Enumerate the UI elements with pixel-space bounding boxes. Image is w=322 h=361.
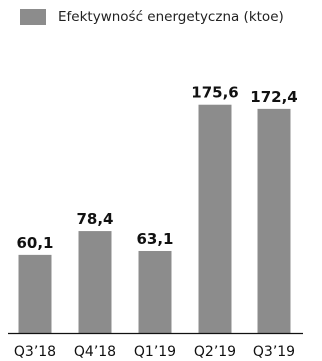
bar-2	[138, 250, 172, 333]
value-label-4: 172,4	[250, 88, 297, 106]
legend: Efektywność energetyczna (ktoe)	[20, 9, 284, 25]
legend-swatch	[20, 9, 46, 25]
value-label-1: 78,4	[76, 210, 113, 228]
x-tick-label-3: Q2’19	[194, 344, 236, 360]
legend-label: Efektywność energetyczna (ktoe)	[58, 9, 284, 25]
value-label-3: 175,6	[191, 84, 238, 102]
bar-0	[18, 254, 52, 333]
bar-4	[257, 108, 291, 333]
x-tick-label-0: Q3’18	[14, 344, 56, 360]
x-tick-label-4: Q3’19	[253, 344, 295, 360]
x-tick-label-2: Q1’19	[134, 344, 176, 360]
bar-3	[198, 104, 232, 333]
value-label-2: 63,1	[136, 230, 173, 248]
bar-1	[78, 231, 112, 333]
x-tick-label-1: Q4’18	[74, 344, 116, 360]
value-label-0: 60,1	[16, 234, 53, 252]
